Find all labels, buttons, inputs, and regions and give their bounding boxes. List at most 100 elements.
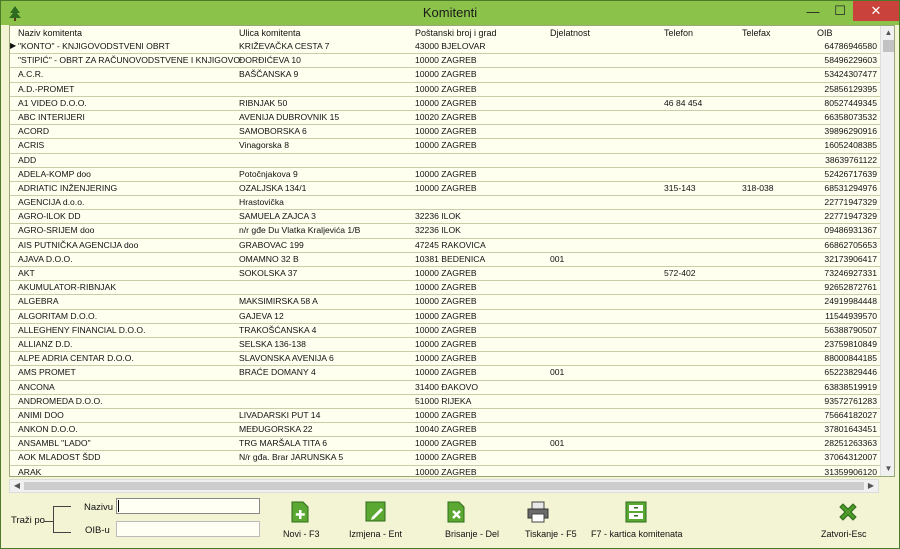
search-panel: Traži po Nazivu OIB-u (1, 493, 271, 549)
table-row[interactable]: ADD 38639761122 (10, 154, 880, 168)
cell-ulica: SAMUELA ZAJCA 3 (239, 211, 316, 222)
column-header-telefon[interactable]: Telefon (664, 28, 694, 38)
text-caret (118, 500, 119, 512)
cell-ulica: BRAĆE DOMANY 4 (239, 367, 316, 378)
tiskanje-button[interactable]: Tiskanje - F5 (521, 497, 577, 547)
cell-posta: 43000 BJELOVAR (415, 41, 486, 51)
horizontal-scroll-thumb[interactable] (24, 482, 864, 490)
table-row[interactable]: A.C.R. BAŠČANSKA 9 10000 ZAGREB 53424307477 (10, 68, 880, 83)
vertical-scroll-thumb[interactable] (883, 40, 894, 52)
table-row[interactable]: ALGEBRA MAKSIMIRSKA 58 A 10000 ZAGREB 24919… (10, 295, 880, 310)
cell-oib: 75664182027 (824, 409, 877, 420)
cell-oib: 88000844185 (824, 353, 877, 364)
scroll-up-icon[interactable]: ▲ (884, 28, 893, 37)
cell-ulica: TRAKOŠĆANSKA 4 (239, 324, 317, 335)
document-delete-icon (447, 501, 465, 523)
scroll-down-icon[interactable]: ▼ (884, 464, 893, 473)
grid-rows: ▶ "KONTO" - KNJIGOVODSTVENI OBRT KRIŽEVAČK… (10, 40, 880, 477)
cell-naziv: ADELA-KOMP doo (18, 168, 91, 179)
cell-oib: 92652872761 (824, 282, 877, 293)
cell-oib: 16052408385 (824, 140, 877, 151)
izmjena-label: Izmjena - Ent (349, 529, 403, 539)
window-title: Komitenti (422, 5, 478, 20)
horizontal-scrollbar[interactable]: ◀ ▶ (9, 479, 879, 493)
table-row[interactable]: AGENCIJA d.o.o. Hrastovička 22771947329 (10, 196, 880, 211)
cell-posta: 10000 ZAGREB (415, 97, 477, 108)
table-row[interactable]: ADRIATIC INŽENJERING OZALJSKA 134/1 10000 … (10, 182, 880, 197)
search-oib-input[interactable] (116, 521, 260, 537)
cell-posta: 10000 ZAGREB (415, 353, 477, 364)
maximize-button[interactable]: ☐ (834, 3, 846, 18)
cell-telefon: 315-143 (664, 182, 696, 193)
table-row[interactable]: "STIPIĆ" - OBRT ZA RAČUNOVODSTVENE I KNJ… (10, 54, 880, 69)
table-row[interactable]: AGRO-SRIJEM doo n/r gđe Du Vlatka Kraljev… (10, 224, 880, 239)
table-row[interactable]: ACORD SAMOBORSKA 6 10000 ZAGREB 39896290916 (10, 125, 880, 140)
cell-posta: 10000 ZAGREB (415, 367, 477, 378)
cell-djelatnost: 001 (550, 253, 565, 264)
cell-naziv: "STIPIĆ" - OBRT ZA RAČUNOVODSTVENE I KNJ… (18, 55, 240, 66)
cell-naziv: AKUMULATOR-RIBNJAK (18, 282, 117, 293)
table-row[interactable]: ALPE ADRIA CENTAR D.O.O. SLAVONSKA AVENIJ… (10, 352, 880, 367)
column-header-posta[interactable]: Poštanski broj i grad (415, 28, 497, 38)
cell-ulica: Vinagorska 8 (239, 140, 290, 151)
table-row[interactable]: ANCONA 31400 ĐAKOVO 63838519919 (10, 381, 880, 395)
table-row[interactable]: A.D.-PROMET 10000 ZAGREB 25856129395 (10, 83, 880, 97)
kartica-button[interactable]: F7 - kartica komitenata (587, 497, 687, 547)
column-header-djelatnost[interactable]: Djelatnost (550, 28, 591, 38)
table-row[interactable]: ADELA-KOMP doo Potočnjakova 9 10000 ZAGREB… (10, 168, 880, 182)
cell-ulica: n/r gđe Du Vlatka Kraljevića 1/B (239, 225, 361, 236)
minimize-button[interactable]: — (806, 3, 820, 19)
table-row[interactable]: ABC INTERIJERI AVENIJA DUBROVNIK 15 10020 … (10, 111, 880, 126)
zatvori-button[interactable]: Zatvori-Esc (815, 497, 881, 547)
cell-oib: 32173906417 (824, 253, 877, 264)
table-row[interactable]: ARAK 10000 ZAGREB 31359906120 (10, 466, 880, 477)
table-row[interactable]: A1 VIDEO D.O.O. RIBNJAK 50 10000 ZAGREB 46 … (10, 97, 880, 111)
table-row[interactable]: ACRIS Vinagorska 8 10000 ZAGREB 16052408385 (10, 139, 880, 154)
table-row[interactable]: AIS PUTNIČKA AGENCIJA doo GRABOVAC 199 472… (10, 239, 880, 253)
column-header-ulica[interactable]: Ulica komitenta (239, 28, 301, 38)
table-row[interactable]: ALGORITAM D.O.O. GAJEVA 12 10000 ZAGREB 115… (10, 310, 880, 324)
cell-ulica: OMAMNO 32 B (239, 253, 299, 264)
vertical-scrollbar[interactable]: ▲ ▼ (880, 26, 894, 476)
table-row[interactable]: ▶ "KONTO" - KNJIGOVODSTVENI OBRT KRIŽEVAČK… (10, 40, 880, 55)
cell-posta: 10000 ZAGREB (415, 466, 477, 477)
table-row[interactable]: ALLEGHENY FINANCIAL D.O.O. TRAKOŠĆANSKA 4… (10, 324, 880, 338)
table-row[interactable]: ANIMI DOO LIVADARSKI PUT 14 10000 ZAGREB 75… (10, 409, 880, 424)
close-window-button[interactable]: ✕ (853, 1, 899, 21)
column-header-oib[interactable]: OIB (817, 28, 833, 38)
novi-button[interactable]: Novi - F3 (279, 497, 329, 547)
cell-oib: 65223829446 (824, 367, 877, 378)
izmjena-button[interactable]: Izmjena - Ent (345, 497, 407, 547)
cell-posta: 47245 RAKOVICA (415, 239, 486, 250)
cell-posta: 10000 ZAGREB (415, 55, 477, 66)
scroll-corner (879, 479, 895, 493)
cell-telefon: 46 84 454 (664, 97, 703, 108)
table-row[interactable]: ANKON D.O.O. MEĐUGORSKA 22 10040 ZAGREB 378… (10, 423, 880, 438)
cell-ulica: AVENIJA DUBROVNIK 15 (239, 111, 340, 122)
table-row[interactable]: AKT SOKOLSKA 37 10000 ZAGREB 572-402 7324692… (10, 267, 880, 282)
cell-ulica: RIBNJAK 50 (239, 97, 288, 108)
table-row[interactable]: AOK MLADOST ŠDD N/r gđa. Brar JARUNSKA 5 1… (10, 451, 880, 466)
cell-oib: 22771947329 (824, 211, 877, 222)
column-header-naziv[interactable]: Naziv komitenta (18, 28, 83, 38)
table-row[interactable]: AJAVA D.O.O. OMAMNO 32 B 10381 BEDENICA 001… (10, 253, 880, 267)
cell-naziv: AOK MLADOST ŠDD (18, 452, 101, 463)
table-row[interactable]: AGRO-ILOK DD SAMUELA ZAJCA 3 32236 ILOK 227… (10, 210, 880, 225)
scroll-left-icon[interactable]: ◀ (13, 481, 21, 490)
komitenti-grid[interactable]: Naziv komitenta Ulica komitenta Poštansk… (9, 25, 895, 477)
title-bar[interactable]: Komitenti — ☐ ✕ (1, 1, 899, 25)
brisanje-button[interactable]: Brisanje - Del (441, 497, 499, 547)
table-row[interactable]: AMS PROMET BRAĆE DOMANY 4 10000 ZAGREB 001 6… (10, 366, 880, 381)
scroll-right-icon[interactable]: ▶ (867, 481, 875, 490)
table-row[interactable]: ALLIANZ D.D. SELSKA 136-138 10000 ZAGREB 23… (10, 338, 880, 353)
zatvori-label: Zatvori-Esc (821, 529, 867, 539)
cell-oib: 25856129395 (824, 83, 877, 94)
cell-naziv: ACORD (18, 126, 50, 137)
column-header-telefax[interactable]: Telefax (742, 28, 771, 38)
table-row[interactable]: AKUMULATOR-RIBNJAK 10000 ZAGREB 9265287276… (10, 281, 880, 296)
cell-oib: 37801643451 (824, 424, 877, 435)
table-row[interactable]: ANSAMBL "LADO" TRG MARŠALA TITA 6 10000 ZA… (10, 437, 880, 452)
cell-ulica: BAŠČANSKA 9 (239, 69, 299, 80)
table-row[interactable]: ANDROMEDA D.O.O. 51000 RIJEKA 93572761283 (10, 395, 880, 409)
search-naziv-input[interactable] (116, 498, 260, 514)
